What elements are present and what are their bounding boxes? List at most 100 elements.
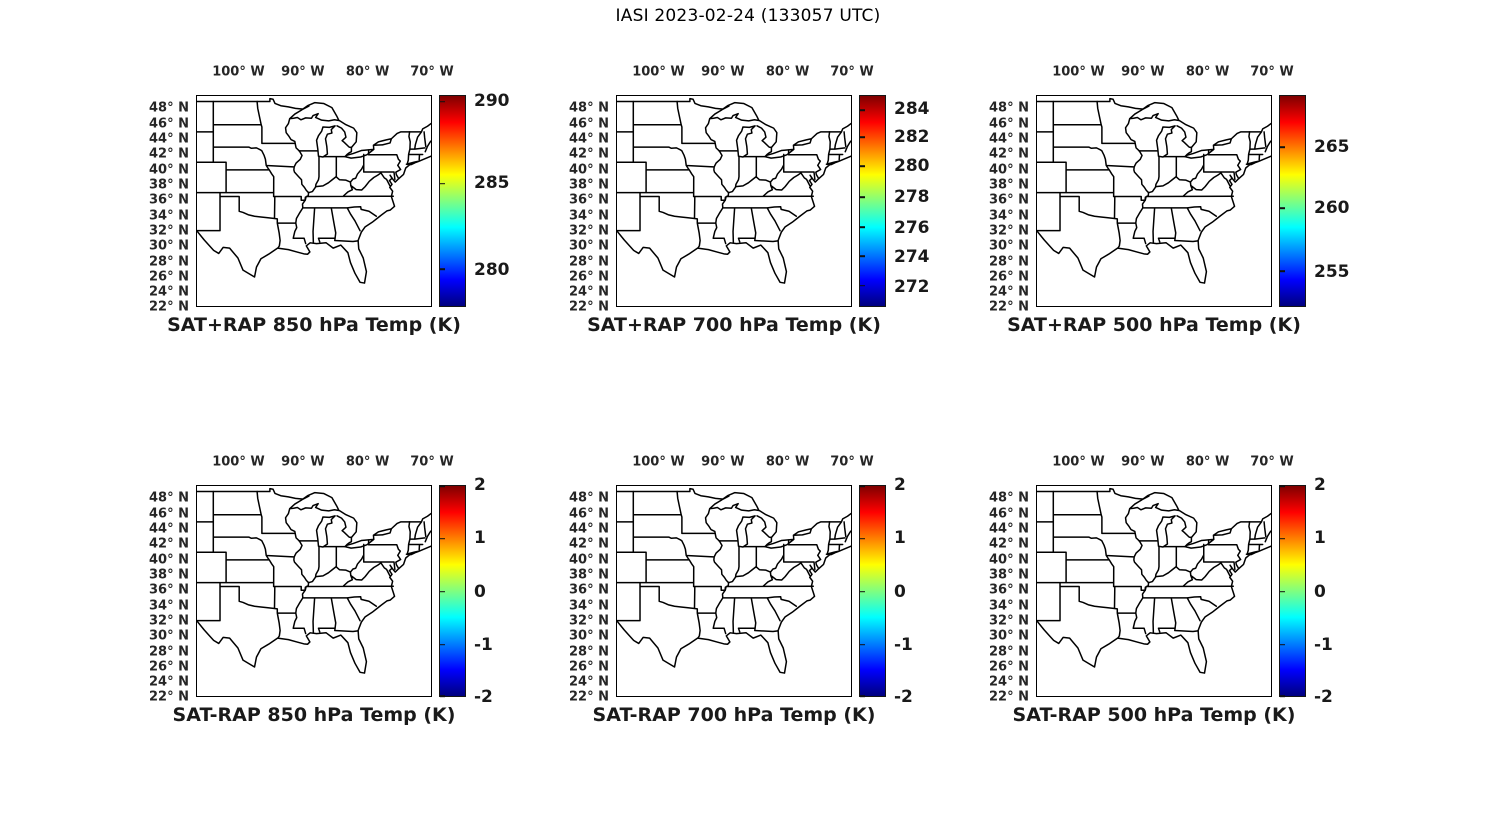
lat-tick-label: 24° N	[989, 284, 1029, 300]
map-frame	[196, 485, 432, 697]
lat-tick-label: 34° N	[569, 208, 609, 224]
colorbar-tick	[440, 591, 445, 593]
us-state-outlines-map	[1037, 486, 1271, 696]
colorbar-tick	[1280, 643, 1285, 646]
lat-tick-label: 42° N	[989, 536, 1029, 552]
colorbar-tick	[1280, 207, 1285, 209]
colorbar	[859, 485, 886, 697]
lat-tick-label: 44° N	[149, 521, 189, 537]
lat-tick-label: 30° N	[569, 628, 609, 644]
colorbar-tick-label: 280	[474, 259, 510, 280]
panel-sat-rap-700-hpa-temp-k-: 100° W 90° W 80° W 70° W 48° N 46° N 44° N 42° …	[569, 65, 930, 337]
figure-title: IASI 2023-02-24 (133057 UTC)	[615, 6, 881, 26]
us-state-outlines-map	[1037, 96, 1271, 306]
lat-tick-label: 40° N	[989, 162, 1029, 178]
us-state-outlines-map	[197, 96, 431, 306]
lat-tick-label: 24° N	[569, 674, 609, 690]
lon-tick-label: 90° W	[1121, 64, 1165, 80]
lat-tick-label: 48° N	[989, 100, 1029, 116]
colorbar-tick-label: 0	[474, 581, 486, 602]
lon-tick-label: 70° W	[410, 454, 454, 470]
colorbar-tick-label: -1	[1314, 635, 1333, 656]
colorbar	[1279, 485, 1306, 697]
lat-tick-label: 36° N	[989, 582, 1029, 598]
map-frame	[616, 95, 852, 307]
panel-title: SAT+RAP 700 hPa Temp (K)	[587, 314, 881, 336]
colorbar-tick	[860, 136, 865, 139]
lat-tick-label: 40° N	[149, 162, 189, 178]
lon-tick-label: 90° W	[701, 454, 745, 470]
colorbar-tick	[860, 109, 865, 111]
lat-tick-label: 30° N	[989, 628, 1029, 644]
colorbar-tick	[1280, 591, 1285, 593]
colorbar-tick-label: -2	[1314, 687, 1333, 707]
lat-tick-label: 36° N	[149, 192, 189, 208]
lat-tick-label: 48° N	[149, 100, 189, 116]
colorbar-tick-label: -2	[894, 687, 913, 707]
lat-tick-label: 30° N	[149, 628, 189, 644]
lon-tick-label: 70° W	[830, 454, 874, 470]
colorbar-tick-label: 272	[894, 276, 930, 297]
lat-tick-label: 44° N	[989, 131, 1029, 147]
colorbar-tick	[440, 695, 445, 697]
colorbar-tick	[440, 643, 445, 646]
lat-tick-label: 46° N	[569, 116, 609, 132]
lon-tick-label: 70° W	[410, 64, 454, 80]
colorbar-tick-label: 0	[894, 581, 906, 602]
colorbar-tick-label: 265	[1314, 136, 1350, 157]
lat-tick-label: 22° N	[149, 689, 189, 705]
colorbar-tick	[860, 285, 865, 287]
us-state-outlines-map	[617, 486, 851, 696]
lon-tick-label: 90° W	[281, 64, 325, 80]
colorbar-tick	[1280, 537, 1285, 540]
lon-tick-label: 80° W	[765, 454, 810, 470]
lat-tick-label: 24° N	[569, 284, 609, 300]
colorbar	[1279, 95, 1306, 307]
panel-title: SAT+RAP 850 hPa Temp (K)	[167, 314, 461, 336]
colorbar-tick-label: 278	[894, 187, 930, 208]
lat-tick-label: 42° N	[149, 146, 189, 162]
lon-tick-label: 100° W	[1052, 64, 1105, 80]
lat-tick-label: 38° N	[989, 177, 1029, 193]
colorbar-tick-label: -1	[474, 635, 493, 656]
lat-tick-label: 22° N	[149, 299, 189, 315]
lat-tick-label: 46° N	[149, 506, 189, 522]
lat-tick-label: 40° N	[569, 162, 609, 178]
colorbar-tick	[1280, 695, 1285, 697]
lat-tick-label: 30° N	[149, 238, 189, 254]
map-frame	[616, 485, 852, 697]
panel-sat-rap-500-hpa-temp-k-: 100° W 90° W 80° W 70° W 48° N 46° N 44° N 42° …	[989, 455, 1333, 727]
lat-tick-label: 46° N	[989, 506, 1029, 522]
lat-tick-label: 26° N	[989, 269, 1029, 285]
lat-tick-label: 34° N	[569, 598, 609, 614]
colorbar-tick-label: 2	[474, 475, 486, 495]
colorbar-tick-label: 1	[894, 528, 906, 548]
colorbar-tick	[860, 485, 865, 487]
colorbar-tick	[860, 695, 865, 697]
colorbar-tick-label: 284	[894, 99, 930, 120]
colorbar-tick-label: 0	[1314, 581, 1326, 602]
lat-tick-label: 40° N	[989, 552, 1029, 568]
colorbar-tick	[860, 537, 865, 540]
colorbar-tick-label: 2	[1314, 475, 1326, 495]
panel-title: SAT-RAP 500 hPa Temp (K)	[1012, 704, 1296, 726]
lat-tick-label: 40° N	[149, 552, 189, 568]
colorbar	[439, 95, 466, 307]
lon-tick-label: 100° W	[632, 454, 685, 470]
lat-tick-label: 48° N	[989, 490, 1029, 506]
map-frame	[1036, 95, 1272, 307]
panel-sat-rap-700-hpa-temp-k-: 100° W 90° W 80° W 70° W 48° N 46° N 44° N 42° …	[569, 455, 913, 727]
colorbar-tick-label: -1	[894, 635, 913, 656]
lat-tick-label: 28° N	[569, 254, 609, 270]
colorbar-tick	[1280, 485, 1285, 487]
colorbar-tick	[1280, 270, 1285, 272]
lat-tick-label: 24° N	[989, 674, 1029, 690]
lat-tick-label: 42° N	[569, 146, 609, 162]
lat-tick-label: 42° N	[569, 536, 609, 552]
colorbar-tick	[440, 537, 445, 540]
colorbar-tick-label: 260	[1314, 198, 1350, 219]
lon-tick-label: 100° W	[1052, 454, 1105, 470]
lat-tick-label: 32° N	[569, 613, 609, 629]
lat-tick-label: 36° N	[989, 192, 1029, 208]
lat-tick-label: 42° N	[989, 146, 1029, 162]
